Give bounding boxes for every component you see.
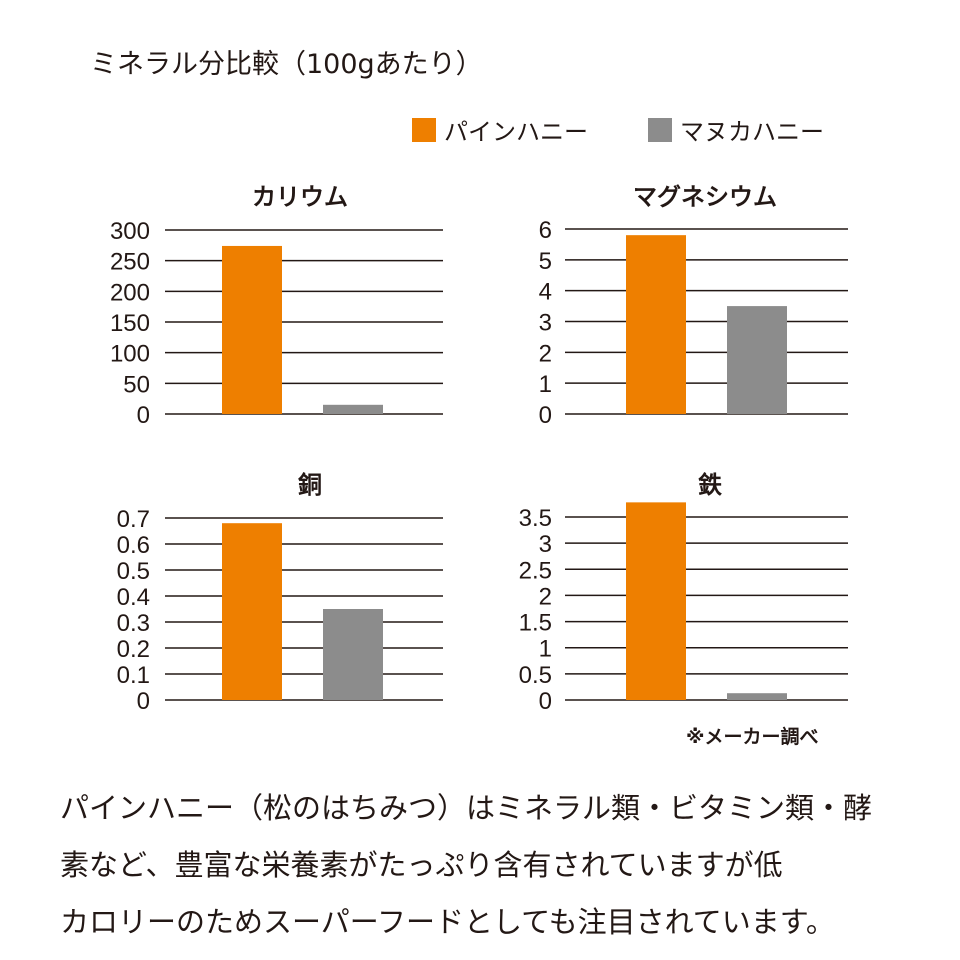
bar-manuka: [727, 306, 787, 414]
legend-swatch-manuka: [648, 117, 672, 142]
legend-label-pine: パインハニー: [444, 118, 588, 146]
y-tick-label: 3: [539, 310, 552, 337]
y-tick-label: 5: [539, 248, 552, 275]
bar-manuka: [323, 404, 383, 414]
y-tick-label: 200: [110, 279, 150, 306]
bar-pine: [222, 523, 282, 700]
y-tick-label: 0.2: [117, 636, 150, 663]
bar-manuka: [323, 609, 383, 700]
y-tick-label: 50: [123, 371, 150, 398]
legend-item-manuka-honey: マヌカハニー: [648, 112, 824, 147]
legend-swatch-pine: [412, 117, 436, 142]
y-tick-label: 4: [539, 279, 552, 306]
y-tick-label: 0: [137, 688, 150, 715]
y-tick-label: 250: [110, 249, 150, 276]
y-tick-label: 1: [539, 371, 552, 398]
y-tick-label: 0: [539, 688, 552, 715]
y-tick-label: 2: [539, 340, 552, 367]
y-tick-label: 0: [539, 402, 552, 429]
y-tick-label: 3.5: [519, 505, 552, 532]
description-line: パインハニー（松のはちみつ）はミネラル類・ビタミン類・酵: [60, 791, 873, 825]
legend-label-manuka: マヌカハニー: [680, 118, 824, 146]
y-tick-label: 2: [539, 583, 552, 610]
chart-title: 鉄: [698, 471, 722, 499]
chart-title: マグネシウム: [633, 183, 777, 211]
description-line: カロリーのためスーパーフードとしても注目されています。: [60, 905, 835, 939]
description-line: 素など、豊富な栄養素がたっぷり含有されていますが低: [60, 848, 783, 882]
y-tick-label: 100: [110, 341, 150, 368]
y-tick-label: 0.5: [519, 662, 552, 689]
bar-manuka: [727, 693, 787, 700]
y-tick-label: 6: [539, 217, 552, 244]
y-tick-label: 0: [137, 402, 150, 429]
y-tick-label: 0.7: [117, 506, 150, 533]
y-tick-label: 2.5: [519, 557, 552, 584]
y-tick-label: 0.4: [117, 584, 150, 611]
figure-title: ミネラル分比較（100gあたり）: [90, 49, 483, 80]
y-tick-label: 0.1: [117, 662, 150, 689]
y-tick-label: 0.5: [117, 558, 150, 585]
y-tick-label: 0.6: [117, 532, 150, 559]
y-tick-label: 1.5: [519, 610, 552, 637]
chart-title: カリウム: [252, 183, 348, 211]
chart-title: 銅: [298, 471, 322, 499]
y-tick-label: 1: [539, 636, 552, 663]
description-text: パインハニー（松のはちみつ）はミネラル類・ビタミン類・酵 素など、豊富な栄養素が…: [60, 780, 940, 951]
legend-item-pine-honey: パインハニー: [412, 112, 588, 147]
source-note: ※メーカー調べ: [686, 726, 819, 748]
y-tick-label: 300: [110, 218, 150, 245]
bar-pine: [626, 235, 686, 414]
y-tick-label: 150: [110, 310, 150, 337]
bar-pine: [222, 245, 282, 414]
bar-pine: [626, 502, 686, 700]
y-tick-label: 0.3: [117, 610, 150, 637]
y-tick-label: 3: [539, 531, 552, 558]
